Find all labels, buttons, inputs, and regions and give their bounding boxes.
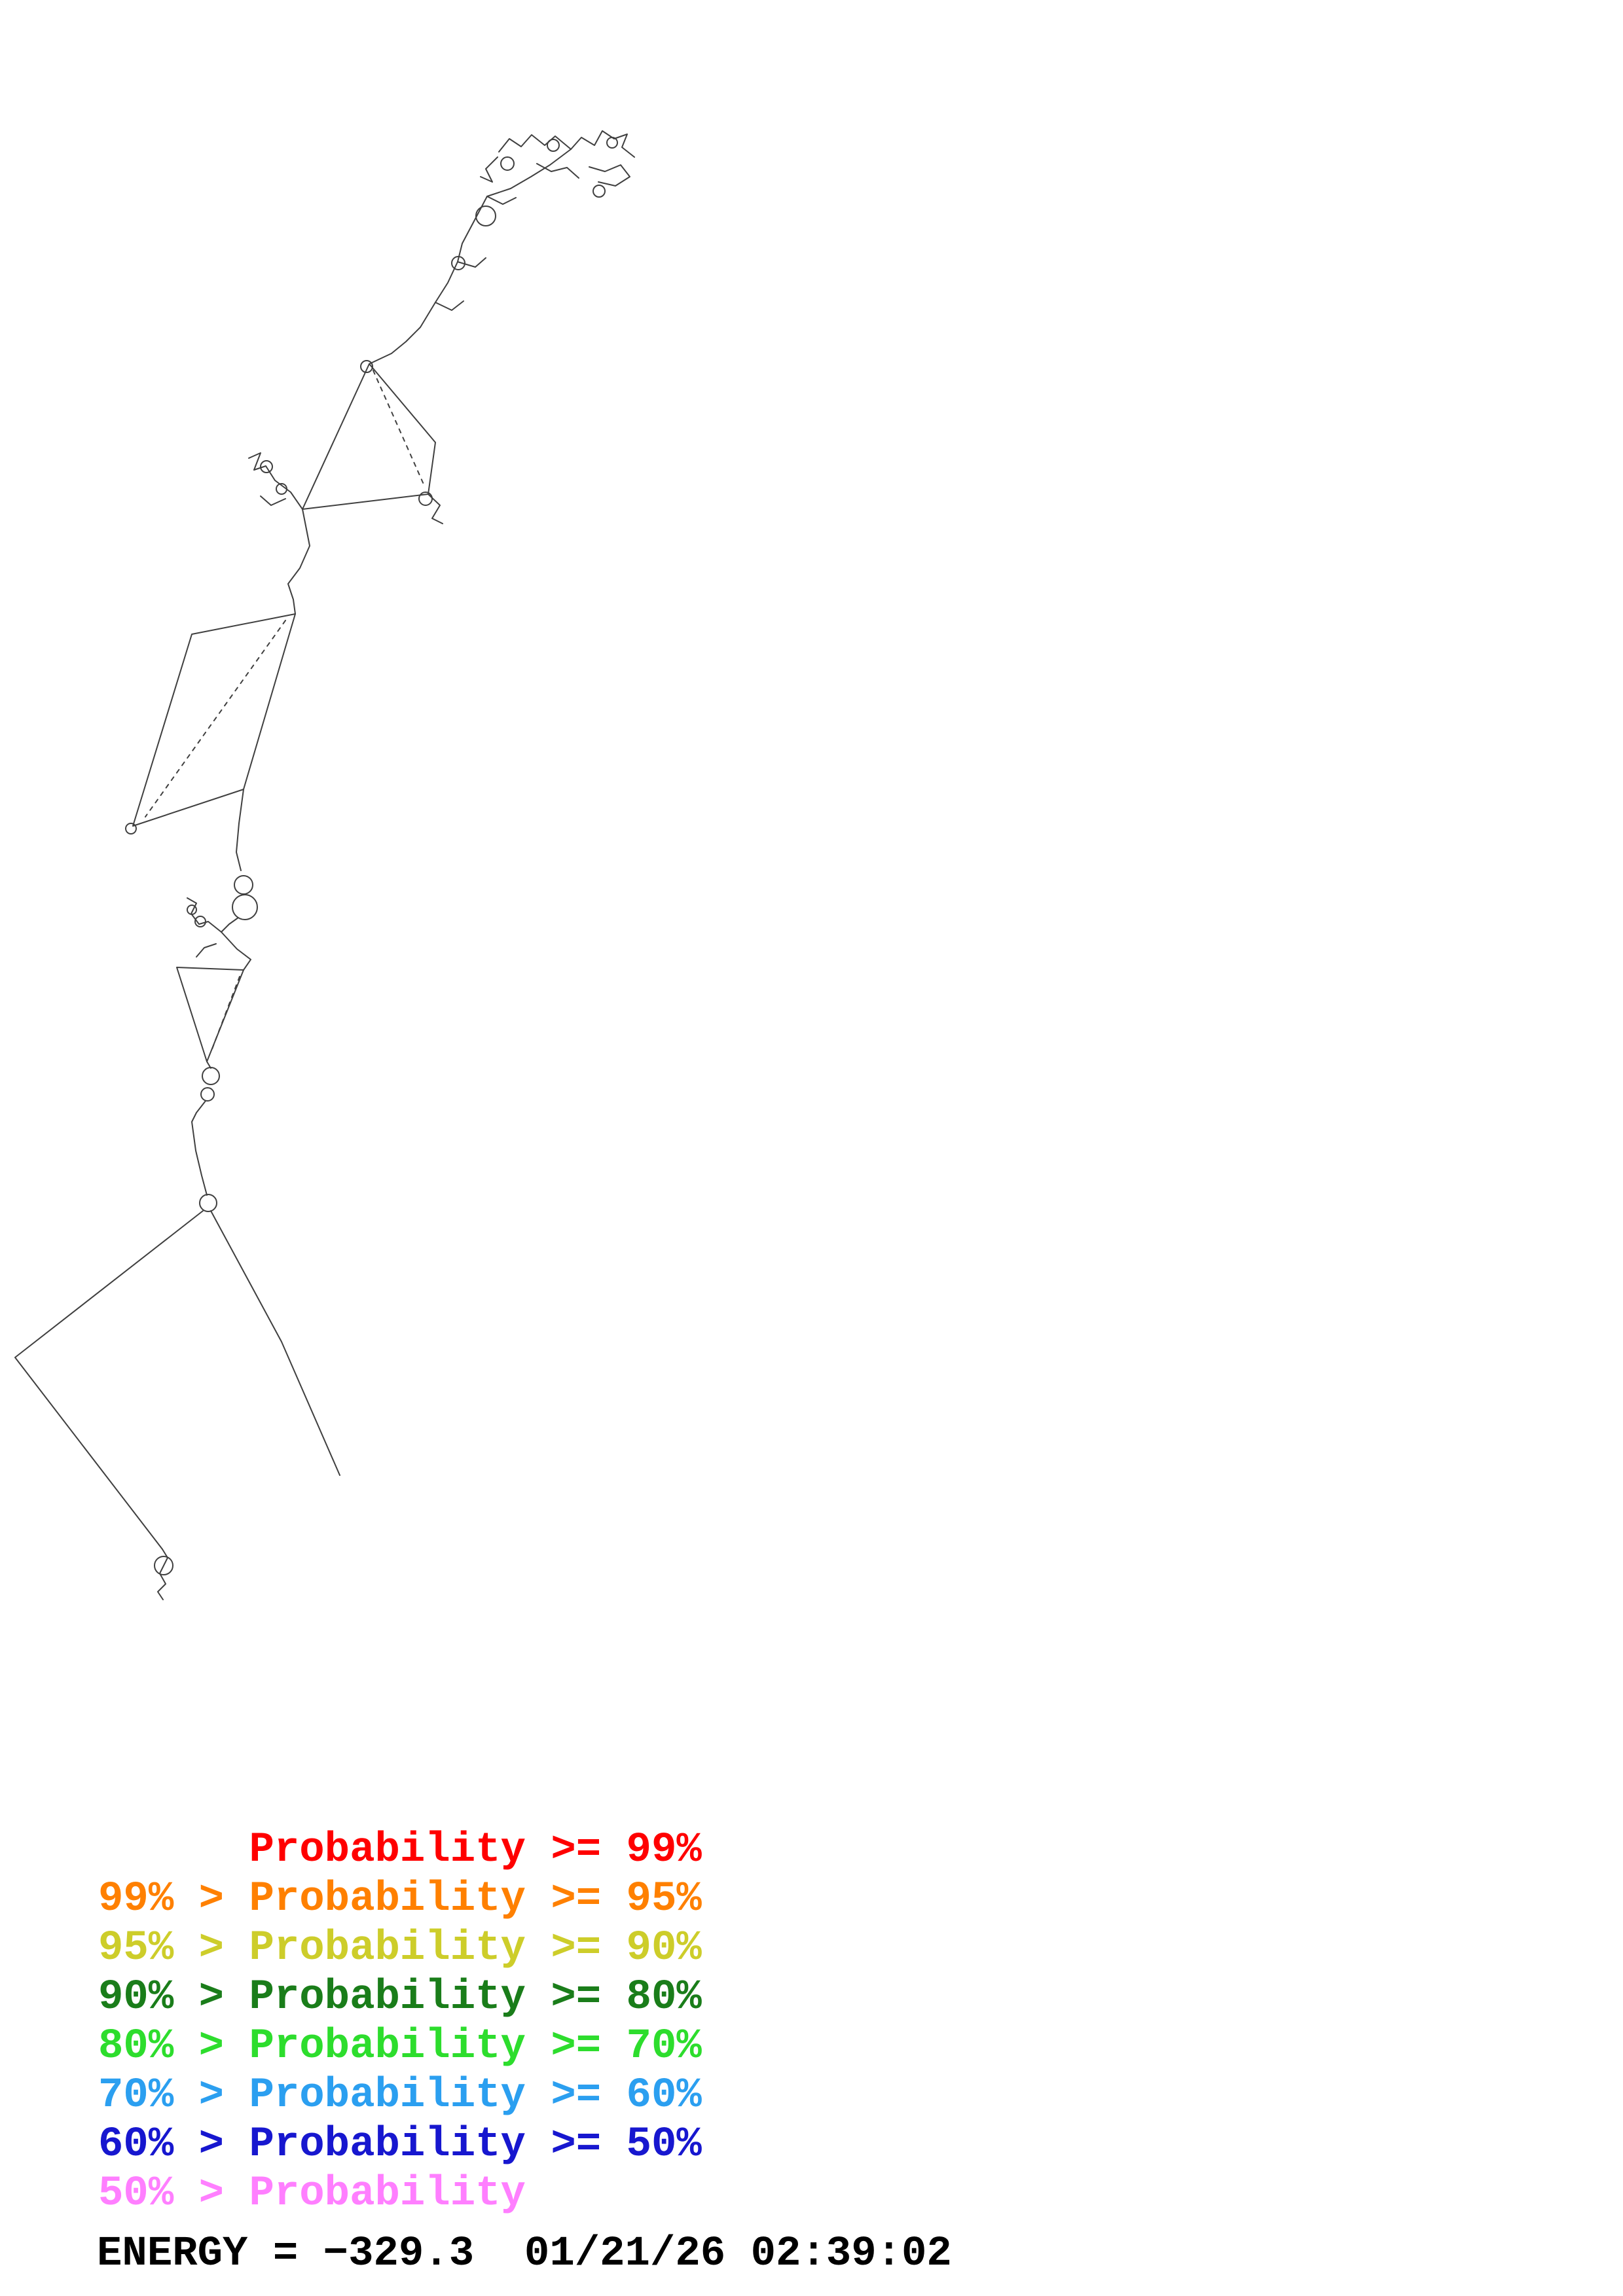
legend-item-80: 90% > Probability >= 80% bbox=[98, 1974, 702, 2021]
structure-loop bbox=[199, 1194, 217, 1212]
legend-item-60: 70% > Probability >= 60% bbox=[98, 2072, 702, 2119]
structure-branch bbox=[589, 164, 630, 187]
structure-loop bbox=[547, 139, 560, 152]
structure-backbone bbox=[14, 1210, 204, 1550]
structure-backbone bbox=[287, 509, 310, 615]
structure-branch bbox=[260, 495, 286, 506]
structure-loop bbox=[593, 185, 606, 198]
structure-loop bbox=[451, 256, 465, 270]
structure-loop bbox=[194, 916, 206, 927]
structure-loop bbox=[475, 206, 496, 226]
structure-loop bbox=[500, 156, 515, 171]
legend-item-99: Probability >= 99% bbox=[98, 1827, 702, 1874]
structure-interior-loop bbox=[132, 613, 296, 827]
structure-backbone bbox=[236, 789, 244, 871]
structure-loop bbox=[234, 875, 253, 895]
structure-backbone bbox=[221, 917, 239, 933]
legend-item-70: 80% > Probability >= 70% bbox=[98, 2023, 702, 2070]
structure-loop bbox=[202, 1067, 220, 1085]
structure-branch bbox=[480, 156, 498, 183]
structure-branch bbox=[196, 943, 217, 958]
structure-pairing bbox=[373, 370, 425, 486]
structure-pairing bbox=[210, 976, 240, 1053]
structure-loop bbox=[187, 905, 197, 915]
structure-loop bbox=[276, 483, 287, 495]
energy-timestamp-label: ENERGY = −329.3 01/21/26 02:39:02 bbox=[97, 2231, 952, 2278]
structure-backbone bbox=[369, 149, 572, 365]
legend-item-90: 95% > Probability >= 90% bbox=[98, 1925, 702, 1972]
legend-item-50: 60% > Probability >= 50% bbox=[98, 2121, 702, 2168]
structure-loop bbox=[125, 823, 137, 834]
structure-branch bbox=[536, 163, 579, 179]
structure-loop bbox=[260, 460, 273, 473]
structure-loop bbox=[154, 1556, 173, 1575]
structure-loop bbox=[200, 1087, 215, 1102]
structure-branch bbox=[187, 897, 222, 933]
structure-branch bbox=[457, 257, 486, 268]
structure-branch bbox=[248, 452, 303, 510]
structure-branch bbox=[435, 300, 464, 311]
rna-structure-drawing bbox=[14, 130, 635, 1600]
structure-pairing bbox=[145, 620, 286, 817]
structure-backbone bbox=[191, 1100, 208, 1196]
structure-backbone bbox=[221, 931, 251, 971]
structure-backbone bbox=[210, 1210, 340, 1476]
probability-legend: Probability >= 99% 99% > Probability >= … bbox=[98, 1826, 702, 2219]
structure-branch bbox=[498, 134, 572, 152]
structure-branch bbox=[428, 493, 443, 524]
structure-interior-loop bbox=[176, 967, 244, 1062]
structure-loop bbox=[606, 137, 618, 149]
structure-loop bbox=[360, 360, 373, 373]
structure-branch bbox=[486, 196, 517, 205]
structure-loop bbox=[232, 894, 258, 920]
legend-item-95: 99% > Probability >= 95% bbox=[98, 1876, 702, 1923]
structure-interior-loop bbox=[302, 363, 436, 510]
structure-branch bbox=[157, 1549, 168, 1600]
legend-item-below-50: 50% > Probability bbox=[98, 2170, 526, 2217]
structure-branch bbox=[570, 130, 635, 158]
